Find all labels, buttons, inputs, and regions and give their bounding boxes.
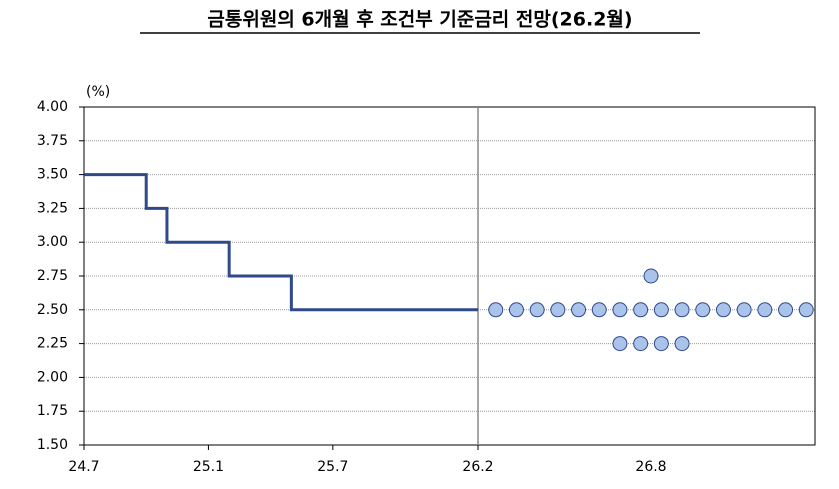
dot: [529, 302, 545, 318]
plot-frame: [83, 106, 816, 446]
step-line: [84, 173, 478, 312]
dot: [674, 302, 690, 318]
x-tick-label: 26.8: [635, 459, 666, 475]
dot: [643, 268, 659, 284]
dot: [695, 302, 711, 318]
dot: [612, 336, 628, 352]
chart-title: 금통위원의 6개월 후 조건부 기준금리 전망(26.2월): [207, 9, 632, 31]
dot: [550, 302, 566, 318]
dot: [715, 302, 731, 318]
dot: [612, 302, 628, 318]
y-tick-label: 3.75: [37, 133, 68, 149]
y-unit: (%): [86, 84, 110, 100]
dot: [508, 302, 524, 318]
y-tick-label: 3.50: [37, 167, 68, 183]
x-tick-label: 25.1: [193, 459, 224, 475]
y-tick-label: 3.25: [37, 200, 68, 216]
y-tick-label: 1.75: [37, 403, 68, 419]
dot: [778, 302, 794, 318]
dot: [653, 336, 669, 352]
y-tick-label: 3.00: [37, 234, 68, 250]
y-tick-label: 2.50: [37, 302, 68, 318]
dot: [633, 302, 649, 318]
y-tick-label: 2.75: [37, 268, 68, 284]
dot: [798, 302, 814, 318]
dot: [653, 302, 669, 318]
x-tick-label: 26.2: [462, 459, 493, 475]
dot: [633, 336, 649, 352]
dot: [757, 302, 773, 318]
dot: [736, 302, 752, 318]
y-tick-label: 4.00: [37, 99, 68, 115]
y-tick-label: 2.25: [37, 336, 68, 352]
y-tick-label: 2.00: [37, 369, 68, 385]
dot: [488, 302, 504, 318]
dot: [571, 302, 587, 318]
x-tick-label: 25.7: [317, 459, 348, 475]
dot: [674, 336, 690, 352]
dot: [591, 302, 607, 318]
y-tick-label: 1.50: [37, 437, 68, 453]
x-tick-label: 24.7: [68, 459, 99, 475]
